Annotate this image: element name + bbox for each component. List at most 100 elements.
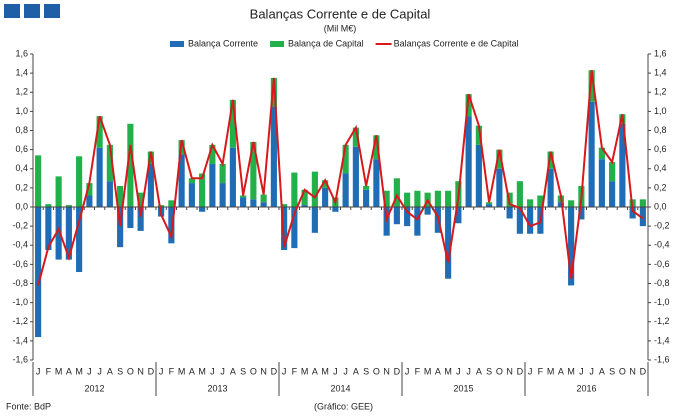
bar (393, 178, 400, 207)
bar (55, 176, 62, 207)
group-label: 2012 (84, 383, 104, 393)
group-label: 2013 (207, 383, 227, 393)
source: Fonte: BdP (6, 401, 51, 411)
bar (609, 181, 616, 207)
x-tick-label: M (321, 366, 329, 376)
x-tick-label: S (240, 366, 246, 376)
bar (619, 123, 626, 207)
x-tick-label: S (486, 366, 492, 376)
x-tick-label: M (424, 366, 432, 376)
x-tick-label: A (189, 366, 195, 376)
y2-tick-label: 1,6 (654, 48, 667, 58)
bar (496, 168, 503, 207)
bar (363, 185, 370, 190)
bar (475, 144, 482, 207)
y2-tick-label: 0,8 (654, 125, 667, 135)
bar (45, 207, 52, 251)
y-tick-label: -1,6 (12, 354, 28, 364)
x-tick-label: S (117, 366, 123, 376)
y2-tick-label: 0,6 (654, 144, 667, 154)
x-tick-label: J (589, 366, 594, 376)
y2-tick-label: 1,0 (654, 106, 667, 116)
logo-block (44, 4, 60, 18)
x-tick-label: A (66, 366, 72, 376)
y-tick-label: -0,4 (12, 240, 28, 250)
bar (168, 207, 175, 244)
bar (229, 147, 236, 207)
bar (86, 183, 93, 196)
x-tick-label: M (178, 366, 186, 376)
bar (598, 147, 605, 160)
x-tick-label: O (373, 366, 380, 376)
x-tick-label: J (579, 366, 584, 376)
bar (547, 151, 554, 169)
x-tick-label: J (36, 366, 41, 376)
y-tick-label: -0,2 (12, 221, 28, 231)
x-tick-label: D (148, 366, 155, 376)
bar (373, 159, 380, 207)
y2-tick-label: -0,4 (654, 240, 670, 250)
bar (281, 207, 288, 251)
x-tick-label: J (528, 366, 533, 376)
x-tick-label: D (271, 366, 278, 376)
bar (352, 127, 359, 147)
x-tick-label: M (198, 366, 206, 376)
bar (209, 163, 216, 207)
logo-block (24, 4, 40, 18)
bar (383, 190, 390, 207)
x-tick-label: M (75, 366, 83, 376)
bar (404, 207, 411, 227)
x-tick-label: J (333, 366, 338, 376)
x-tick-label: A (435, 366, 441, 376)
y-tick-label: 1,4 (15, 68, 28, 78)
y-tick-label: 0,2 (15, 182, 28, 192)
group-label: 2014 (330, 383, 350, 393)
x-tick-label: O (250, 366, 257, 376)
y2-tick-label: 0,2 (654, 182, 667, 192)
bar (76, 207, 83, 273)
x-tick-label: O (619, 366, 626, 376)
y-tick-label: 0,8 (15, 125, 28, 135)
legend-label: Balanças Corrente e de Capital (394, 38, 519, 48)
x-tick-label: D (394, 366, 401, 376)
bar (158, 205, 165, 207)
y2-tick-label: 1,4 (654, 68, 667, 78)
x-tick-label: M (444, 366, 452, 376)
x-tick-label: A (107, 366, 113, 376)
y2-tick-label: -1,2 (654, 316, 670, 326)
y2-tick-label: -0,2 (654, 221, 670, 231)
bar (209, 144, 216, 164)
y-tick-label: -0,8 (12, 278, 28, 288)
bar (117, 207, 124, 248)
x-tick-label: N (260, 366, 267, 376)
y-tick-label: -1,2 (12, 316, 28, 326)
bar (199, 207, 206, 212)
x-tick-label: J (97, 366, 102, 376)
bar (322, 180, 329, 188)
bar (188, 183, 195, 207)
y2-tick-label: -0,6 (654, 259, 670, 269)
bar (588, 70, 595, 102)
bar (629, 207, 636, 219)
bar (65, 207, 72, 260)
legend-label: Balança de Capital (288, 38, 364, 48)
bar (281, 204, 288, 207)
x-tick-label: J (282, 366, 287, 376)
bar (322, 187, 329, 207)
bar (250, 199, 257, 207)
y2-tick-label: 1,2 (654, 87, 667, 97)
bar (414, 207, 421, 236)
legend-label: Balança Corrente (188, 38, 258, 48)
bar (260, 194, 267, 203)
bar (199, 173, 206, 207)
bar (393, 207, 400, 225)
x-tick-label: J (210, 366, 215, 376)
bar (301, 189, 308, 206)
y2-tick-label: 0,4 (654, 163, 667, 173)
bar (516, 181, 523, 207)
bar (106, 144, 113, 182)
x-tick-label: A (476, 366, 482, 376)
bar (240, 197, 247, 207)
x-tick-label: D (640, 366, 647, 376)
bar (424, 207, 431, 215)
